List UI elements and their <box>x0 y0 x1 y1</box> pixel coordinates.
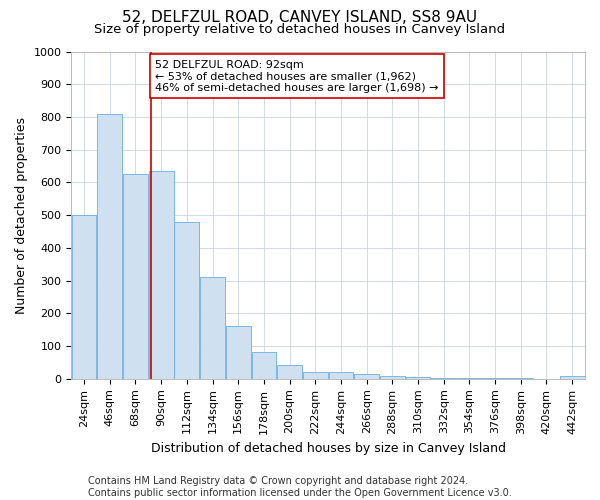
Bar <box>226 326 251 379</box>
Bar <box>97 114 122 379</box>
Bar <box>406 377 430 379</box>
X-axis label: Distribution of detached houses by size in Canvey Island: Distribution of detached houses by size … <box>151 442 506 455</box>
Bar <box>123 174 148 379</box>
Text: Contains HM Land Registry data © Crown copyright and database right 2024.
Contai: Contains HM Land Registry data © Crown c… <box>88 476 512 498</box>
Bar <box>431 378 456 379</box>
Text: 52, DELFZUL ROAD, CANVEY ISLAND, SS8 9AU: 52, DELFZUL ROAD, CANVEY ISLAND, SS8 9AU <box>122 10 478 25</box>
Text: Size of property relative to detached houses in Canvey Island: Size of property relative to detached ho… <box>94 22 506 36</box>
Bar <box>277 364 302 379</box>
Bar <box>175 222 199 379</box>
Bar <box>251 352 276 379</box>
Bar <box>560 376 584 379</box>
Text: 52 DELFZUL ROAD: 92sqm
← 53% of detached houses are smaller (1,962)
46% of semi-: 52 DELFZUL ROAD: 92sqm ← 53% of detached… <box>155 60 439 93</box>
Bar <box>149 171 173 379</box>
Bar <box>457 378 482 379</box>
Bar <box>200 278 225 379</box>
Bar <box>329 372 353 379</box>
Bar <box>354 374 379 379</box>
Y-axis label: Number of detached properties: Number of detached properties <box>15 116 28 314</box>
Bar <box>72 215 97 379</box>
Bar <box>380 376 405 379</box>
Bar <box>303 372 328 379</box>
